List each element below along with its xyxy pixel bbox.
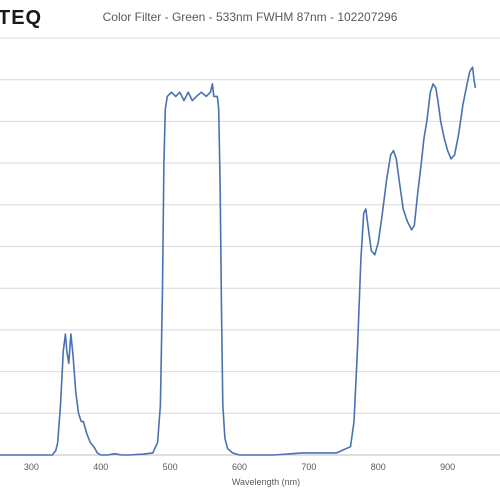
series-line-0 (0, 66, 477, 456)
gridlines (0, 37, 500, 456)
x-tick-0: 300 (24, 462, 39, 472)
x-tick-5: 800 (371, 462, 386, 472)
brand-logo: TEQ (0, 7, 42, 29)
x-tick-2: 500 (163, 462, 178, 472)
x-tick-6: 900 (440, 462, 455, 472)
series-layer (0, 66, 477, 456)
x-tick-labels: 3004005006007008009001 (24, 462, 455, 472)
x-tick-1: 400 (93, 462, 108, 472)
x-tick-4: 700 (301, 462, 316, 472)
x-axis-label: Wavelength (nm) (232, 477, 300, 487)
x-tick-3: 600 (232, 462, 247, 472)
chart-title: Color Filter - Green - 533nm FWHM 87nm -… (103, 10, 398, 24)
